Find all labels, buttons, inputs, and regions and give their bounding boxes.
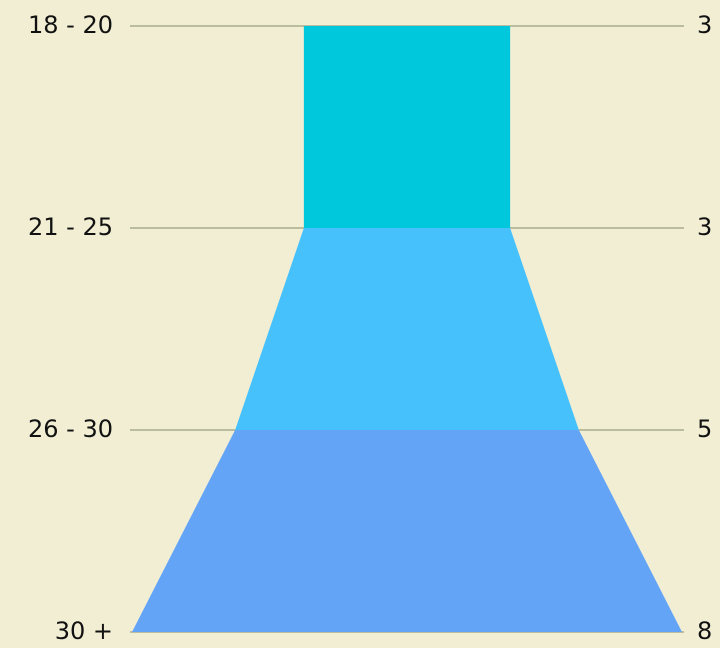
right-value-labels: 3 3 5 8 [697, 11, 712, 645]
left-level-labels: 18 - 20 21 - 25 26 - 30 30 + [28, 11, 113, 645]
funnel-segment-1 [235, 228, 579, 430]
left-label-0: 18 - 20 [28, 11, 113, 39]
right-label-0: 3 [697, 11, 712, 39]
right-label-2: 5 [697, 415, 712, 443]
funnel-segments [132, 26, 682, 632]
funnel-segment-2 [132, 430, 682, 632]
left-label-3: 30 + [55, 617, 113, 645]
right-label-3: 8 [697, 617, 712, 645]
left-label-1: 21 - 25 [28, 213, 113, 241]
right-label-1: 3 [697, 213, 712, 241]
funnel-segment-0 [303, 26, 511, 228]
left-label-2: 26 - 30 [28, 415, 113, 443]
